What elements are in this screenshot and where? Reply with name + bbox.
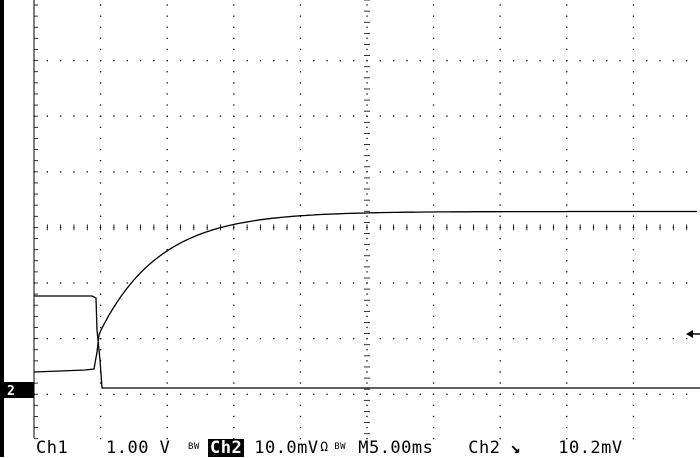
trigger-level-arrow-icon[interactable]: [686, 330, 700, 338]
ch1-scale: 1.00 V: [106, 438, 171, 458]
trigger-level: 10.2mV: [558, 438, 623, 458]
graticule: [33, 0, 688, 440]
timebase: M5.00ms: [358, 438, 434, 458]
ground-reference-marker[interactable]: [4, 382, 34, 398]
ch1-label[interactable]: Ch1: [36, 438, 69, 458]
ch2-trace: [33, 210, 697, 373]
ground-reference-label: 2: [7, 384, 15, 399]
ch1-trace: [34, 295, 700, 389]
trigger-source: Ch2: [468, 438, 501, 458]
ch2-scale: 10.0mV: [254, 438, 319, 458]
ch1-bandwidth-limit-icon: BW: [188, 441, 200, 452]
ch2-bandwidth-limit-icon: BW: [334, 441, 347, 452]
trigger-slope-icon: ↘: [510, 438, 521, 458]
left-bezel: [0, 0, 4, 457]
ch2-label[interactable]: Ch2: [208, 438, 245, 458]
ch2-coupling-ohm-icon: Ω: [320, 440, 329, 455]
waveform-traces: [33, 210, 700, 389]
status-bar: Ch1 1.00 V BW Ch2 10.0mV Ω BW M5.00ms Ch…: [36, 437, 700, 457]
